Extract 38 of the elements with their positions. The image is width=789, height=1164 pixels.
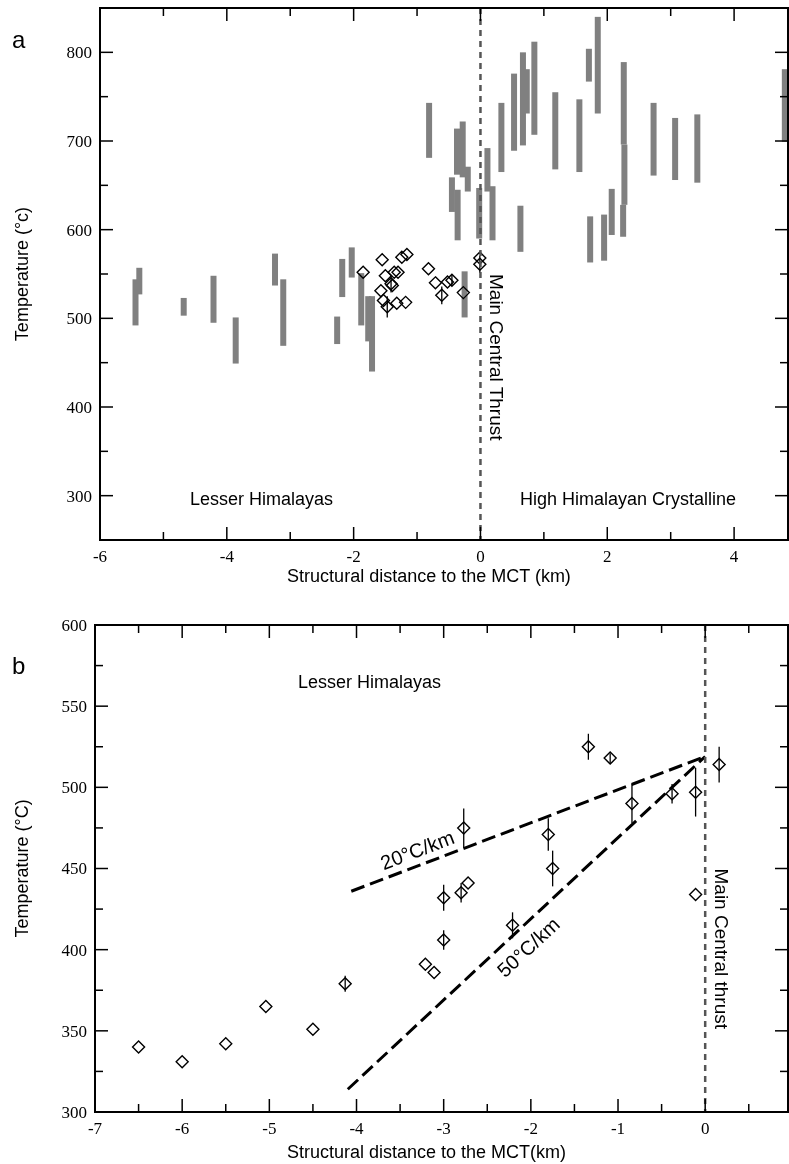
x-tick-label: 2 <box>603 547 612 566</box>
y-tick-label: 700 <box>66 131 92 151</box>
y-tick-label: 300 <box>66 486 92 506</box>
text: b <box>12 652 26 679</box>
y-tick-label: 600 <box>66 220 92 240</box>
y-tick-label: 450 <box>61 859 87 879</box>
y-tick-label: 400 <box>61 940 87 960</box>
ref-line-label: Main Central Thrust <box>486 274 508 442</box>
y-tick-label: 600 <box>61 615 87 635</box>
y-tick-label: 500 <box>61 778 87 798</box>
x-tick-label: -5 <box>262 1119 277 1138</box>
x-tick-label: 0 <box>700 1119 710 1138</box>
x-tick-label: -2 <box>346 547 361 566</box>
y-tick-label: 800 <box>66 43 92 63</box>
x-axis-title: Structural distance to the MCT (km) <box>287 566 571 586</box>
x-tick-label: -4 <box>219 547 235 566</box>
x-tick-label: 0 <box>476 547 485 566</box>
ref-line-label: Main Central thrust <box>711 868 733 1030</box>
x-tick-label: -7 <box>87 1119 103 1138</box>
x-tick-label: -2 <box>523 1119 538 1138</box>
x-tick-label: -1 <box>610 1119 626 1138</box>
text: a <box>12 26 26 53</box>
y-tick-label: 400 <box>66 397 92 417</box>
annotation: Lesser Himalayas <box>190 489 334 509</box>
y-tick-label: 550 <box>61 697 87 717</box>
y-tick-label: 300 <box>61 1102 87 1122</box>
y-axis-title: Temperature (°C) <box>12 799 32 938</box>
y-tick-label: 350 <box>61 1021 87 1041</box>
x-tick-label: -4 <box>349 1119 365 1138</box>
y-axis-title: Temperature (°c) <box>12 206 32 342</box>
x-tick-label: -6 <box>175 1119 190 1138</box>
x-axis-title: Structural distance to the MCT(km) <box>286 1142 567 1162</box>
x-tick-label: 4 <box>729 547 739 566</box>
annotation: High Himalayan Crystalline <box>520 489 737 509</box>
x-tick-label: -6 <box>92 547 108 566</box>
y-tick-label: 500 <box>66 309 92 329</box>
x-tick-label: -3 <box>436 1119 451 1138</box>
annotation: Lesser Himalayas <box>298 672 442 692</box>
